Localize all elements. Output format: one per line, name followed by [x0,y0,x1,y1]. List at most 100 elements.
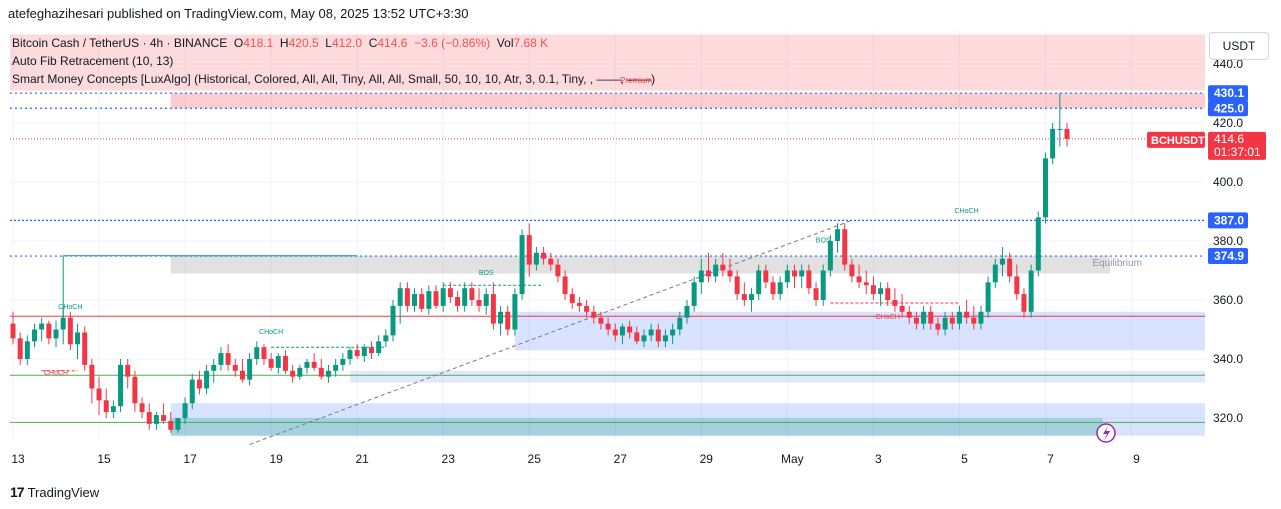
indicator-smc-tail: , ——, ——) [589,72,656,86]
candle-body [1035,217,1041,271]
symbol-name[interactable]: Bitcoin Cash / TetherUS · 4h · BINANCE [12,36,228,50]
candle-body [584,305,590,312]
candle-body [412,294,418,306]
chart-legend: Bitcoin Cash / TetherUS · 4h · BINANCE O… [12,34,655,88]
candle-body [118,364,124,407]
indicator-smc-row[interactable]: Smart Money Concepts [LuxAlgo] (Historic… [12,70,655,88]
candle-body [476,300,482,306]
candle-body [698,270,704,283]
y-tick-label: 360.0 [1213,293,1243,307]
lightning-bolt-icon [1103,426,1110,441]
price-level-tag [1208,100,1248,117]
x-tick-label: 23 [442,452,456,466]
candle-body [304,361,310,368]
candle-body [670,329,676,336]
candle-body [75,332,81,345]
candle-body [39,323,45,330]
candle-body [397,288,403,306]
candle-body [820,270,826,300]
tradingview-brand: TradingView [27,484,100,500]
indicator-fib-row[interactable]: Auto Fib Retracement (10, 13) [12,54,174,68]
candle-body [799,270,805,277]
candle-body [182,403,188,418]
close-label: C [368,36,378,50]
candle-body [268,359,274,368]
candle-body [390,305,396,336]
symbol-tag [1147,131,1205,148]
candle-body [10,323,16,339]
candle-body [677,317,683,330]
candle-body [196,379,202,389]
candle-body [153,415,159,424]
candle-body [942,317,948,330]
candle-body [1014,276,1020,295]
candle-countdown: 01:37:01 [1214,145,1261,159]
candle-body [999,258,1005,265]
candle-body [813,288,819,300]
candle-body [956,311,962,324]
order-block-zone-low [349,370,1205,383]
price-level-label: 425.0 [1214,101,1244,115]
structure-annotation: CHoCH [58,304,82,311]
candle-body [964,311,970,318]
candle-body [462,288,468,306]
structure-annotation: CHoCH [955,208,979,215]
candle-body [53,329,59,339]
symbol-legend-row[interactable]: Bitcoin Cash / TetherUS · 4h · BINANCE O… [12,34,655,52]
candle-body [598,317,604,324]
candle-body [835,229,841,241]
candle-body [662,335,668,342]
candle-body [426,291,432,309]
candle-body [24,341,30,359]
candle-body [1064,128,1070,139]
candle-body [232,364,238,371]
candle-body [842,229,848,265]
candle-body [325,370,331,377]
candle-body [32,329,38,342]
x-tick-label: 3 [875,452,882,466]
x-tick-label: 21 [355,452,369,466]
candle-body [870,285,876,295]
x-tick-label: 19 [269,452,283,466]
last-price-tag [1208,131,1266,160]
candle-body [290,370,296,377]
candle-body [921,311,927,324]
candle-body [526,235,532,265]
premium-zone-inner [170,93,1206,109]
structure-annotation: BOS [816,237,831,244]
candle-body [928,311,934,324]
candle-body [1007,258,1013,277]
candle-body [161,415,167,421]
candle-body [433,291,439,306]
candle-body [634,332,640,342]
open-value: 418.1 [243,36,274,50]
price-level-tag [1208,85,1248,102]
candle-body [333,364,339,371]
candle-body [827,241,833,271]
x-tick-label: 25 [528,452,542,466]
currency-button[interactable]: USDT [1209,32,1269,60]
candle-body [211,364,217,371]
candle-body [247,359,253,380]
structure-annotation: Equilibrium [1092,258,1141,269]
candle-body [1021,294,1027,312]
candle-body [103,400,109,413]
volume-label: Vol [496,36,514,50]
candle-body [311,361,317,368]
candle-body [792,270,798,277]
candle-body [455,297,461,306]
candle-body [720,264,726,271]
candle-body [282,356,288,371]
candle-body [189,379,195,404]
candle-body [261,347,267,359]
candle-body [949,317,955,324]
candle-body [498,311,504,324]
y-tick-label: 320.0 [1213,411,1243,425]
candle-body [505,311,511,330]
price-level-label: 430.1 [1214,86,1244,100]
x-tick-label: 15 [97,452,111,466]
candle-body [691,282,697,306]
candle-body [218,353,224,365]
tradingview-footer[interactable]: 17 TradingView [10,484,99,500]
